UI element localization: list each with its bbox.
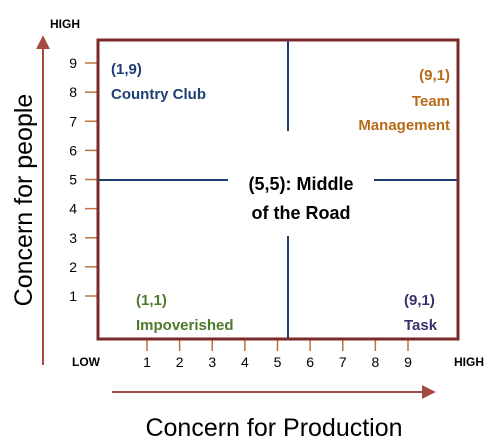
y-tick-label-5: 5 <box>69 172 77 188</box>
team-management-coords: (9,1) <box>419 67 450 84</box>
y-tick-label-4: 4 <box>69 201 77 217</box>
grid-frame <box>96 38 460 341</box>
x-tick-label-1: 1 <box>143 354 151 370</box>
impoverished-coords: (1,1) <box>136 292 167 309</box>
y-tick-label-9: 9 <box>69 55 77 71</box>
x-tick-label-2: 2 <box>176 354 184 370</box>
y-axis-ticks: 1 2 3 4 5 6 7 8 9 <box>69 55 98 304</box>
team-management-label-line2: Management <box>358 117 450 134</box>
x-tick-label-5: 5 <box>274 354 282 370</box>
y-axis-high-label: HIGH <box>50 17 80 31</box>
y-tick-label-8: 8 <box>69 84 77 100</box>
middle-of-road-line2: of the Road <box>252 203 351 223</box>
y-tick-label-3: 3 <box>69 230 77 246</box>
x-tick-label-9: 9 <box>404 354 412 370</box>
team-management-label-line1: Team <box>412 93 450 110</box>
y-axis-title: Concern for people <box>10 94 38 307</box>
x-axis-low-label: LOW <box>72 355 101 369</box>
x-axis-ticks: 1 2 3 4 5 6 7 8 9 <box>143 339 412 370</box>
country-club-label: Country Club <box>111 86 206 103</box>
country-club-coords: (1,9) <box>111 61 142 78</box>
x-tick-label-4: 4 <box>241 354 249 370</box>
x-tick-label-6: 6 <box>306 354 314 370</box>
x-axis-high-label: HIGH <box>454 355 484 369</box>
y-tick-label-1: 1 <box>69 288 77 304</box>
x-tick-label-7: 7 <box>339 354 347 370</box>
middle-of-road-line1: (5,5): Middle <box>248 174 353 194</box>
x-tick-label-8: 8 <box>371 354 379 370</box>
y-tick-label-7: 7 <box>69 113 77 129</box>
task-label: Task <box>404 317 438 334</box>
x-axis-title: Concern for Production <box>145 414 402 442</box>
x-tick-label-3: 3 <box>208 354 216 370</box>
y-tick-label-6: 6 <box>69 142 77 158</box>
y-tick-label-2: 2 <box>69 259 77 275</box>
impoverished-label: Impoverished <box>136 317 234 334</box>
task-coords: (9,1) <box>404 292 435 309</box>
